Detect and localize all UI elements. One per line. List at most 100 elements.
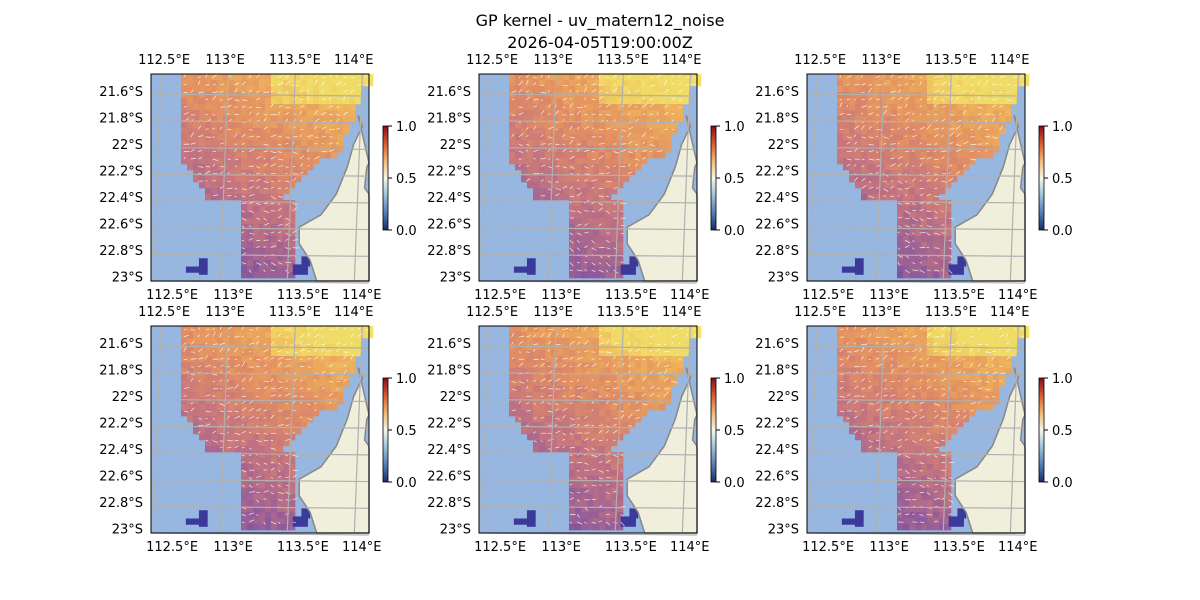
x-tick-label-bottom: 114°E	[998, 288, 1038, 303]
gridlines	[150, 325, 370, 536]
colorbar-tick-label: 0.0	[724, 224, 745, 239]
y-tick-label: 22.2°S	[99, 417, 143, 432]
y-tick-label: 22.8°S	[427, 244, 471, 259]
y-tick-label: 22.6°S	[427, 218, 471, 233]
y-tick-label: 22.8°S	[755, 244, 799, 259]
y-tick-label: 22.4°S	[99, 443, 143, 458]
y-tick-label: 22.2°S	[427, 417, 471, 432]
island-shape	[948, 264, 964, 275]
island-shape	[629, 256, 639, 267]
x-tick-label-top: 112.5°E	[466, 305, 518, 320]
x-tick-label-top: 112.5°E	[794, 305, 846, 320]
y-tick-label: 21.8°S	[427, 112, 471, 127]
x-tick-label-top: 113°E	[205, 305, 245, 320]
y-tick-label: 21.6°S	[427, 337, 471, 352]
y-tick-label: 22.2°S	[99, 165, 143, 180]
island-shape	[301, 256, 311, 267]
x-tick-label-bottom: 114°E	[342, 540, 382, 555]
x-tick-label-bottom: 112.5°E	[146, 288, 198, 303]
map-panel-row1-col1: 112.5°E 112.5°E 113°E 113°E 113.5°E 113.5°E 11…	[99, 53, 416, 303]
gridlines	[478, 325, 698, 536]
y-tick-label: 23°S	[112, 523, 143, 538]
colorbar-tick-label: 1.0	[1052, 120, 1073, 135]
heatmap-cells	[837, 326, 1030, 531]
map-panel-row2-col2: 112.5°E 112.5°E 113°E 113°E 113.5°E 113.5°E 11…	[427, 305, 744, 555]
x-tick-label-bottom: 113.5°E	[277, 288, 329, 303]
current-vectors	[183, 324, 371, 525]
x-tick-label-top: 113.5°E	[269, 305, 321, 320]
x-tick-label-top: 113°E	[533, 53, 573, 68]
y-tick-label: 21.6°S	[427, 85, 471, 100]
colorbar-gradient	[382, 377, 389, 483]
x-tick-label-bottom: 113°E	[541, 288, 581, 303]
map-panel-row2-col3: 112.5°E 112.5°E 113°E 113°E 113.5°E 113.5°E 11…	[755, 305, 1072, 555]
y-tick-label: 22.8°S	[427, 496, 471, 511]
figure-title-line2: 2026-04-05T19:00:00Z	[507, 33, 693, 52]
colorbar: 0.0 0.5 1.0	[710, 120, 745, 239]
y-tick-label: 21.6°S	[99, 85, 143, 100]
colorbar-tick-label: 0.0	[724, 476, 745, 491]
y-tick-label: 22°S	[440, 390, 471, 405]
current-vectors	[183, 72, 368, 274]
colorbar-tick-label: 0.0	[1052, 476, 1073, 491]
map-panel-row1-col2: 112.5°E 112.5°E 113°E 113°E 113.5°E 113.5°E 11…	[427, 53, 744, 303]
y-tick-label: 22.4°S	[427, 191, 471, 206]
map-frame	[806, 73, 1026, 282]
island-shape	[301, 508, 311, 519]
land-shape	[298, 367, 370, 534]
x-tick-label-bottom: 112.5°E	[474, 288, 526, 303]
island-shape	[841, 518, 860, 525]
colorbar-tick-label: 0.5	[724, 172, 745, 187]
y-tick-label: 23°S	[440, 271, 471, 286]
x-tick-label-bottom: 113°E	[213, 540, 253, 555]
y-tick-label: 22.8°S	[99, 244, 143, 259]
y-tick-label: 22.4°S	[99, 191, 143, 206]
x-tick-label-bottom: 113.5°E	[605, 540, 657, 555]
y-tick-label: 22.4°S	[755, 191, 799, 206]
x-tick-label-bottom: 112.5°E	[802, 540, 854, 555]
land-shape	[626, 367, 698, 534]
island-shape	[198, 258, 208, 275]
colorbar-tick-label: 0.5	[1052, 424, 1073, 439]
island-shape	[513, 518, 532, 525]
x-tick-label-bottom: 112.5°E	[474, 540, 526, 555]
y-tick-label: 22.6°S	[99, 470, 143, 485]
island-shape	[292, 264, 308, 275]
x-tick-label-bottom: 113°E	[869, 288, 909, 303]
map-frame	[806, 325, 1026, 534]
colorbar-tick-label: 1.0	[396, 120, 417, 135]
map-frame	[150, 325, 370, 534]
map-frame	[478, 73, 698, 282]
island-shape	[957, 256, 967, 267]
x-tick-label-bottom: 113.5°E	[277, 540, 329, 555]
x-tick-label-bottom: 113°E	[869, 540, 909, 555]
island-shape	[292, 516, 308, 527]
x-tick-label-top: 112.5°E	[466, 53, 518, 68]
colorbar-tick-label: 1.0	[396, 372, 417, 387]
island-shape	[841, 266, 860, 273]
island-shape	[185, 266, 204, 273]
x-tick-label-bottom: 112.5°E	[802, 288, 854, 303]
y-tick-label: 22.2°S	[755, 165, 799, 180]
x-tick-label-bottom: 113°E	[541, 540, 581, 555]
y-tick-label: 23°S	[112, 271, 143, 286]
y-tick-label: 22.6°S	[427, 470, 471, 485]
x-tick-label-top: 114°E	[990, 53, 1030, 68]
x-tick-label-bottom: 113.5°E	[933, 540, 985, 555]
island-shape	[526, 510, 536, 527]
land-shape	[954, 367, 1026, 534]
y-tick-label: 22.8°S	[755, 496, 799, 511]
y-tick-label: 22.2°S	[755, 417, 799, 432]
x-tick-label-top: 112.5°E	[794, 53, 846, 68]
x-tick-label-top: 112.5°E	[138, 53, 190, 68]
colorbar-tick-label: 0.0	[396, 476, 417, 491]
land-shape	[954, 115, 1026, 282]
y-tick-label: 22.4°S	[427, 443, 471, 458]
colorbar-gradient	[710, 125, 717, 231]
x-tick-label-top: 114°E	[334, 53, 374, 68]
colorbar-tick-label: 0.0	[1052, 224, 1073, 239]
y-tick-label: 21.6°S	[99, 337, 143, 352]
x-tick-label-top: 114°E	[990, 305, 1030, 320]
land-shape	[626, 115, 698, 282]
x-tick-label-bottom: 113°E	[213, 288, 253, 303]
